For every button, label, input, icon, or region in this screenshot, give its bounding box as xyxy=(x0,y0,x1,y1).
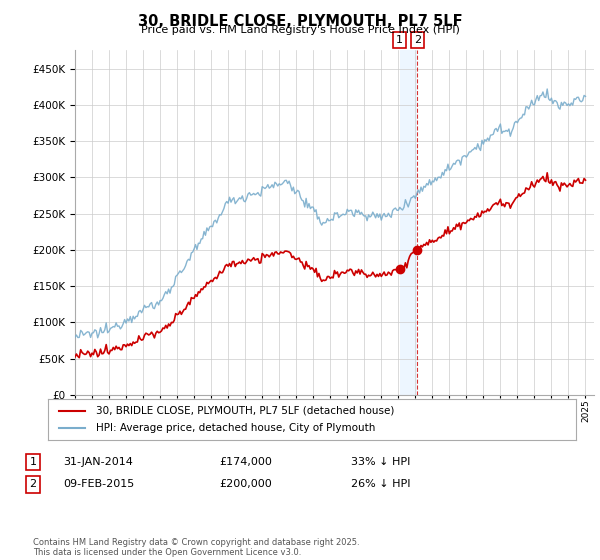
Text: 30, BRIDLE CLOSE, PLYMOUTH, PL7 5LF (detached house): 30, BRIDLE CLOSE, PLYMOUTH, PL7 5LF (det… xyxy=(95,405,394,416)
Text: Price paid vs. HM Land Registry's House Price Index (HPI): Price paid vs. HM Land Registry's House … xyxy=(140,25,460,35)
Text: 33% ↓ HPI: 33% ↓ HPI xyxy=(351,457,410,467)
Text: Contains HM Land Registry data © Crown copyright and database right 2025.
This d: Contains HM Land Registry data © Crown c… xyxy=(33,538,359,557)
Text: £174,000: £174,000 xyxy=(219,457,272,467)
Text: 2: 2 xyxy=(29,479,37,489)
Text: 2: 2 xyxy=(414,35,421,45)
Bar xyxy=(400,50,418,395)
Text: £200,000: £200,000 xyxy=(219,479,272,489)
Text: HPI: Average price, detached house, City of Plymouth: HPI: Average price, detached house, City… xyxy=(95,423,375,433)
Text: 31-JAN-2014: 31-JAN-2014 xyxy=(63,457,133,467)
Text: 26% ↓ HPI: 26% ↓ HPI xyxy=(351,479,410,489)
Text: 1: 1 xyxy=(29,457,37,467)
Text: 1: 1 xyxy=(396,35,403,45)
Text: 30, BRIDLE CLOSE, PLYMOUTH, PL7 5LF: 30, BRIDLE CLOSE, PLYMOUTH, PL7 5LF xyxy=(137,14,463,29)
Text: 09-FEB-2015: 09-FEB-2015 xyxy=(63,479,134,489)
